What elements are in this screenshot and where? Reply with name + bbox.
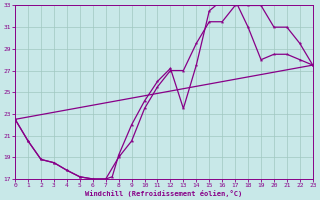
X-axis label: Windchill (Refroidissement éolien,°C): Windchill (Refroidissement éolien,°C) [85,190,243,197]
